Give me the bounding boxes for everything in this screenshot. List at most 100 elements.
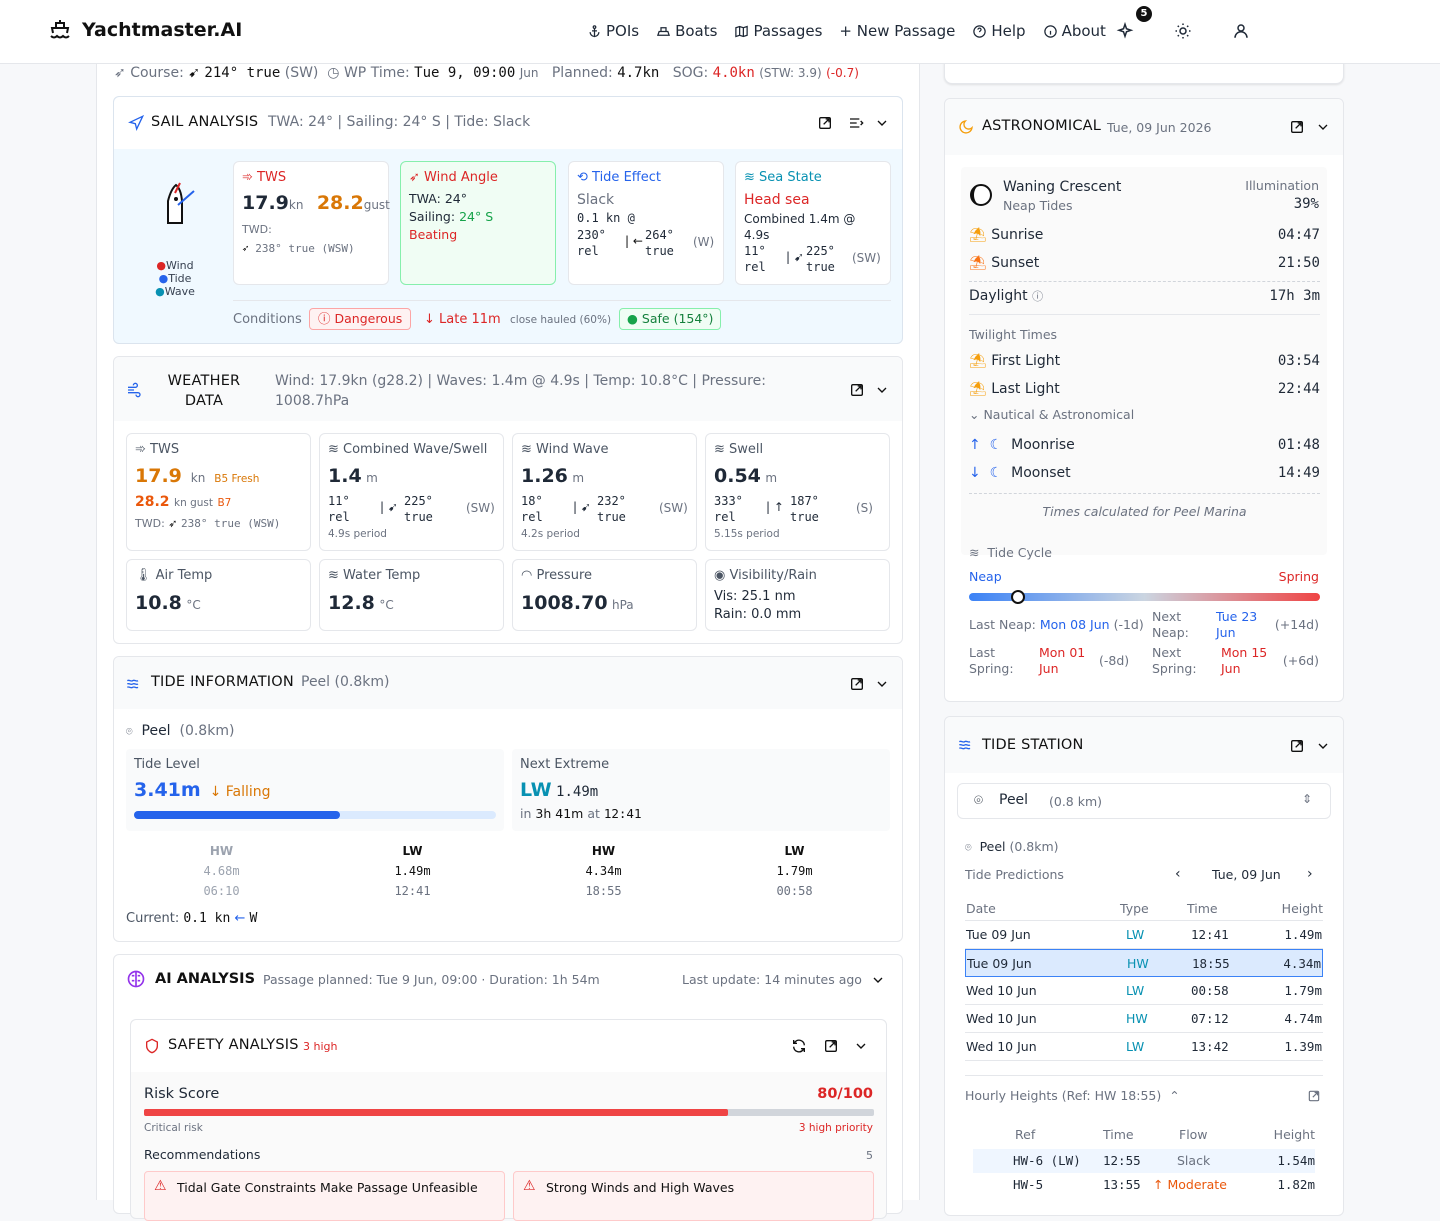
hourly-heights-toggle[interactable]: Hourly Heights (Ref: HW 18:55) ⌃	[965, 1088, 1180, 1103]
external-link-icon[interactable]	[1307, 1089, 1321, 1103]
station-select[interactable]: ⌾ Peel (0.8 km) ⇕	[957, 783, 1331, 819]
ai-analysis-panel: AI ANALYSIS Passage planned: Tue 9 Jun, …	[113, 954, 903, 1221]
hourly-row: HW-5 13:55 ↑ Moderate 1.82m	[973, 1173, 1315, 1197]
sea-state-value: Head sea	[744, 192, 810, 208]
table-row[interactable]: Wed 10 Jun HW 07:12 4.74m	[965, 1005, 1323, 1033]
extreme-time: 12:41	[394, 884, 431, 898]
critical-risk: Critical risk	[144, 1122, 203, 1134]
moonrise-row: ↑ ☾ Moonrise 01:48	[969, 437, 1320, 453]
recommendation-card[interactable]: ⚠ Strong Winds and High Waves	[513, 1171, 874, 1221]
external-link-icon[interactable]	[849, 382, 865, 398]
nav-boats[interactable]: Boats	[656, 22, 717, 40]
row-height: 4.74m	[1284, 1011, 1322, 1026]
row-time: 00:58	[1191, 983, 1229, 998]
tide-extreme: LW 1.79m 00:58	[699, 841, 890, 901]
nav-pois[interactable]: POIs	[587, 22, 639, 40]
chevron-down-icon[interactable]	[874, 676, 890, 692]
warning-icon: ⚠	[154, 1178, 167, 1194]
hourly-flow: ↑ Moderate	[1153, 1177, 1227, 1192]
sparkles-icon[interactable]	[1116, 22, 1134, 40]
hourly-time: 12:55	[1103, 1153, 1141, 1168]
boat-icon	[657, 26, 671, 36]
chevron-down-icon[interactable]	[853, 1038, 869, 1054]
recommendation-card[interactable]: ⚠ Tidal Gate Constraints Make Passage Un…	[144, 1171, 505, 1221]
chevron-down-icon[interactable]	[874, 115, 890, 131]
next-spring-label: Next Spring:	[1152, 645, 1197, 676]
gust-value: 28.2	[316, 192, 364, 214]
chevron-down-icon[interactable]	[874, 382, 890, 398]
nav-about-label: About	[1061, 22, 1106, 40]
row-time: 07:12	[1191, 1011, 1229, 1026]
theme-sun-icon[interactable]	[1174, 22, 1192, 40]
refresh-icon[interactable]	[791, 1038, 807, 1054]
row-date: Wed 10 Jun	[966, 1011, 1037, 1026]
sailing-row: Sailing: 24° S	[409, 209, 494, 224]
sail-summary: TWA: 24° | Sailing: 24° S | Tide: Slack	[268, 114, 531, 130]
help-icon[interactable]: ⓘ	[1032, 290, 1044, 303]
nav-passages-label: Passages	[753, 22, 823, 40]
tws-unit: kn	[288, 198, 304, 212]
chevron-down-icon[interactable]	[1315, 738, 1331, 754]
wind-angle-card: ➶ Wind Angle TWA: 24° Sailing: 24° S Bea…	[400, 161, 556, 285]
col-height: Height	[1281, 901, 1323, 916]
weather-tws-unit: kn	[190, 471, 206, 485]
nautical-toggle[interactable]: ⌄ Nautical & Astronomical	[969, 407, 1135, 422]
warning-icon: ⚠	[523, 1178, 536, 1194]
row-type: HW	[1127, 956, 1149, 971]
first-light-row: ⛱ First Light 03:54	[969, 353, 1320, 369]
user-icon[interactable]	[1232, 22, 1250, 40]
next-extreme-time: in 3h 41m at 12:41	[520, 806, 642, 821]
boat-logo-icon	[50, 20, 70, 39]
last-spring-label: Last Spring:	[969, 645, 1014, 676]
tide-level-label: Tide Level	[134, 757, 200, 772]
nav-about[interactable]: About	[1043, 22, 1106, 40]
wind-icon	[128, 382, 141, 398]
nav-new-passage[interactable]: + New Passage	[839, 22, 956, 40]
ai-planned: Passage planned: Tue 9 Jun, 09:00 · Dura…	[263, 972, 600, 987]
col-date: Date	[966, 901, 996, 916]
chevron-down-icon[interactable]	[870, 972, 886, 988]
wind-angle-label: ➶ Wind Angle	[409, 170, 498, 185]
safety-analysis-card: SAFETY ANALYSIS 3 high Risk Score 80/100…	[130, 1019, 887, 1221]
table-row[interactable]: Wed 10 Jun LW 00:58 1.79m	[965, 977, 1323, 1005]
station-select-dist: (0.8 km)	[1049, 794, 1103, 809]
table-row[interactable]: Tue 09 Jun LW 12:41 1.49m	[965, 921, 1323, 949]
water-temp-value: 12.8	[328, 592, 375, 614]
weather-panel: WEATHER DATA Wind: 17.9kn (g28.2) | Waves…	[113, 356, 903, 644]
nav-help[interactable]: Help	[972, 22, 1026, 40]
table-row[interactable]: Wed 10 Jun LW 13:42 1.39m	[965, 1033, 1323, 1061]
nav-boats-label: Boats	[675, 22, 718, 40]
external-link-icon[interactable]	[1289, 119, 1305, 135]
external-link-icon[interactable]	[849, 676, 865, 692]
external-link-icon[interactable]	[823, 1038, 839, 1054]
sea-state-card: ≋ Sea State Head sea Combined 1.4m @4.9s…	[735, 161, 891, 285]
ai-analysis-title: AI ANALYSIS	[155, 971, 256, 987]
extreme-height: 1.49m	[394, 864, 431, 878]
chevron-down-icon[interactable]	[1315, 119, 1331, 135]
next-extreme-label: Next Extreme	[520, 757, 610, 772]
next-day-icon[interactable]: ›	[1307, 866, 1313, 882]
next-neap-rel: (+14d)	[1274, 617, 1319, 632]
astronomical-title: ASTRONOMICAL	[982, 118, 1102, 134]
next-extreme-height: 1.49m	[556, 784, 599, 800]
table-row[interactable]: Tue 09 Jun HW 18:55 4.34m	[965, 949, 1323, 977]
external-link-icon[interactable]	[817, 115, 833, 131]
brand[interactable]: Yachtmaster.AI	[48, 18, 242, 42]
station-name-row: ⌾ Peel (0.8km)	[965, 839, 1059, 854]
planned-value: 4.7kn	[617, 65, 660, 81]
extreme-type: HW	[209, 844, 234, 858]
station-select-value: Peel	[999, 792, 1029, 808]
brain-icon	[127, 970, 145, 988]
recommendations-label: Recommendations	[144, 1147, 261, 1162]
sea-true: 225° true	[806, 244, 835, 274]
arrow-up-icon: ↑	[969, 437, 981, 453]
tide-speed: 0.1 kn @	[577, 211, 635, 225]
twa-value: TWA: 24°	[409, 191, 467, 206]
external-link-icon[interactable]	[1289, 738, 1305, 754]
nav-passages[interactable]: Passages	[734, 22, 822, 40]
tide-level-box: Tide Level 3.41m ↓ Falling	[126, 749, 504, 831]
list-icon[interactable]	[848, 115, 864, 131]
prev-day-icon[interactable]: ‹	[1175, 866, 1181, 882]
sea-state-label: ≋ Sea State	[744, 170, 822, 185]
anchor-icon	[589, 24, 600, 37]
